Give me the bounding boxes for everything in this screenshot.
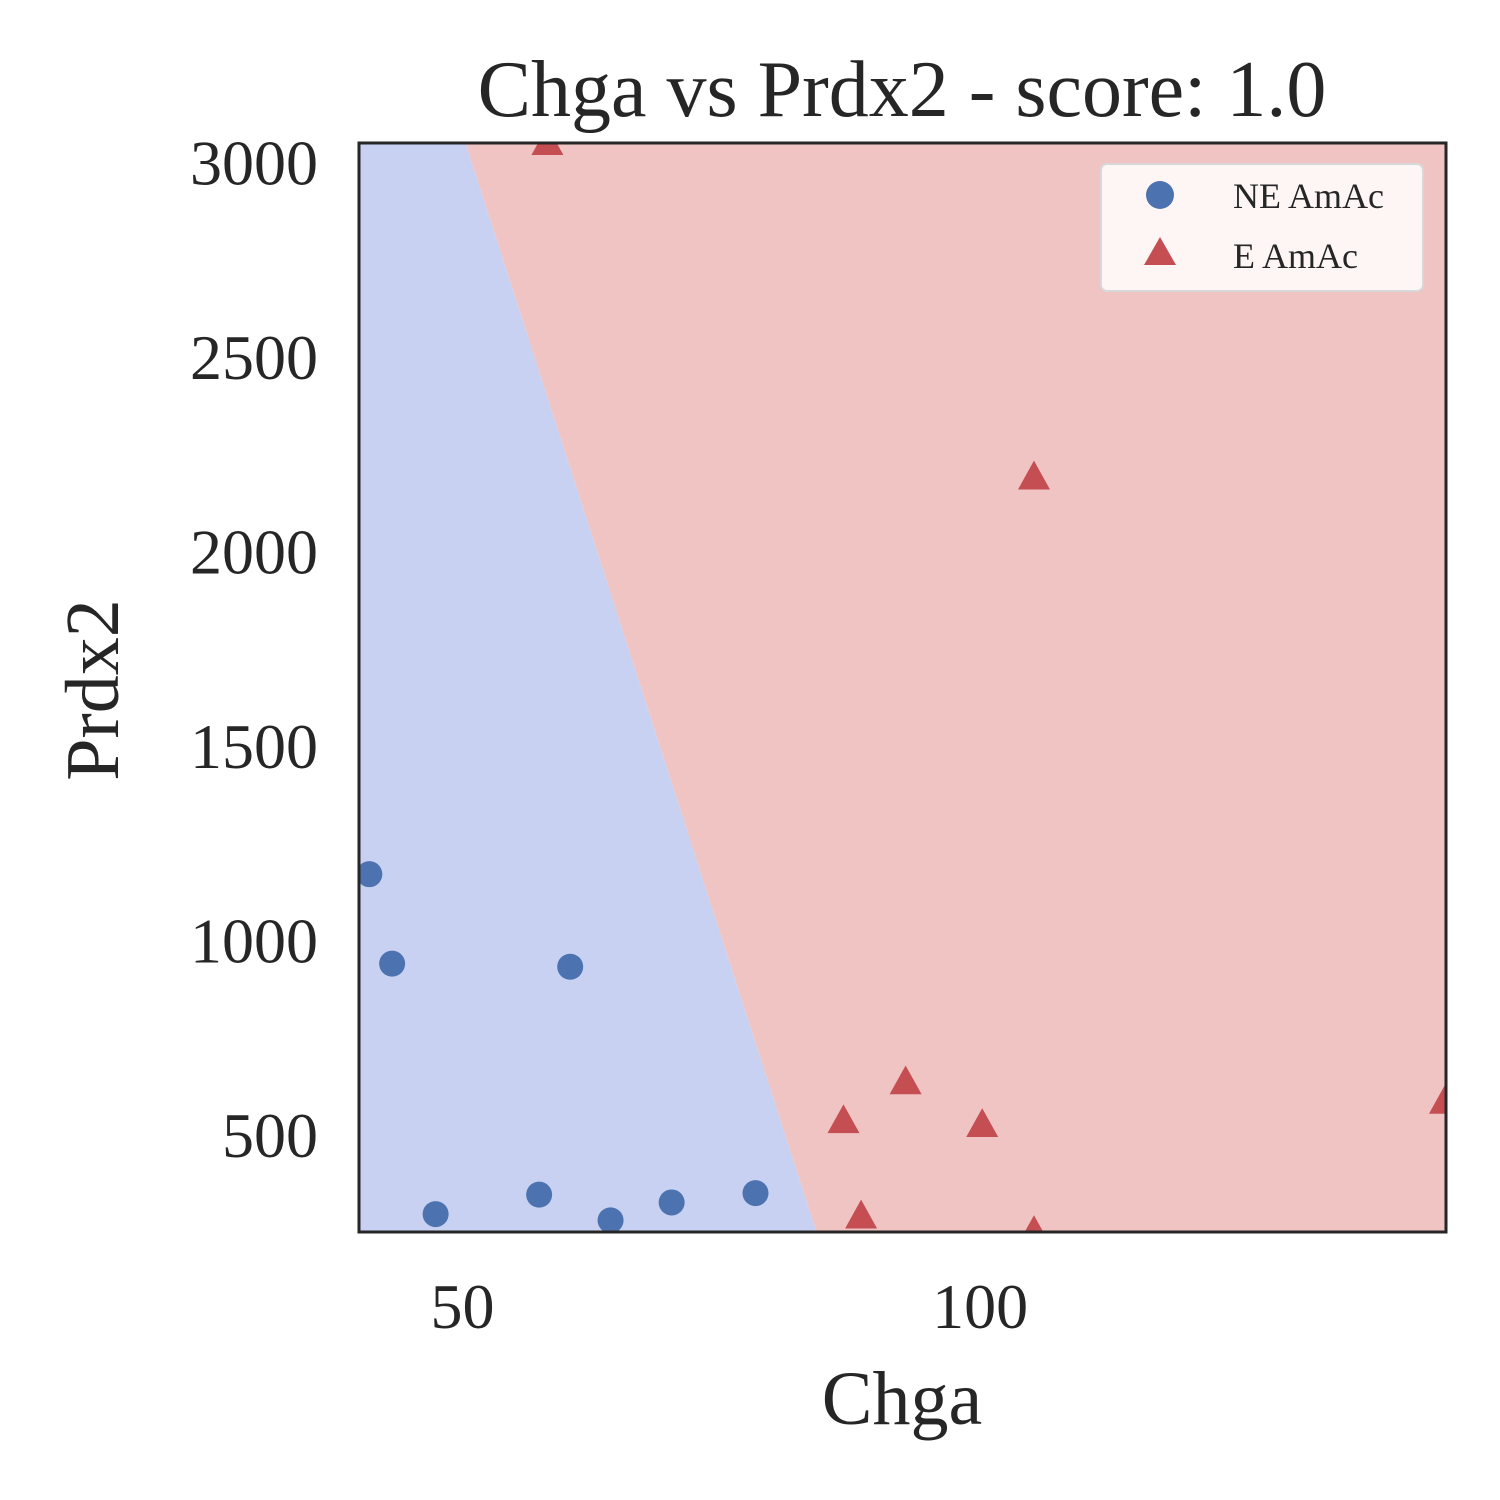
legend-ne-amac-marker bbox=[1146, 181, 1174, 209]
e-amac-point-4 bbox=[889, 1065, 922, 1095]
plot-frame bbox=[357, 141, 1448, 1234]
y-axis-label: Prdx2 bbox=[51, 599, 135, 781]
legend-e-amac-label: E AmAc bbox=[1233, 236, 1358, 276]
ne-amac-point-8 bbox=[742, 1180, 769, 1207]
legend-e-amac-marker bbox=[1144, 237, 1176, 265]
ne-amac-point-3 bbox=[422, 1201, 449, 1228]
y-tick-label: 3000 bbox=[190, 127, 318, 198]
legend-ne-amac-label: NE AmAc bbox=[1233, 176, 1384, 216]
region-e-amac bbox=[465, 143, 1446, 1232]
e-amac-point-7 bbox=[1024, 1215, 1044, 1232]
ne-amac-point-5 bbox=[557, 953, 584, 980]
y-tick-label: 2000 bbox=[190, 516, 318, 587]
y-tick-label: 1500 bbox=[190, 711, 318, 782]
ne-amac-point-4 bbox=[526, 1181, 553, 1208]
ne-amac-point-1 bbox=[359, 861, 383, 888]
legend: NE AmAc E AmAc bbox=[1100, 163, 1424, 292]
e-amac-point-5 bbox=[966, 1108, 999, 1138]
plot-area bbox=[359, 143, 1446, 1232]
ne-amac-point-2 bbox=[379, 950, 406, 977]
x-axis-label: Chga bbox=[822, 1357, 982, 1441]
chart-title: Chga vs Prdx2 - score: 1.0 bbox=[478, 46, 1327, 134]
ne-amac-point-6 bbox=[597, 1207, 624, 1232]
e-amac-point-2 bbox=[827, 1104, 860, 1134]
y-tick-labels: 500 1000 1500 2000 2500 3000 bbox=[190, 127, 318, 1170]
data-markers bbox=[359, 143, 1446, 1232]
ne-amac-point-7 bbox=[658, 1189, 685, 1216]
e-amac-point-8 bbox=[1428, 1084, 1446, 1114]
y-tick-label: 500 bbox=[222, 1100, 318, 1171]
e-amac-point-6 bbox=[1017, 460, 1050, 490]
x-tick-label: 50 bbox=[431, 1271, 495, 1342]
x-tick-label: 100 bbox=[932, 1271, 1028, 1342]
e-amac-point-1 bbox=[531, 143, 564, 155]
region-ne-amac bbox=[359, 143, 817, 1232]
e-amac-point-3 bbox=[845, 1199, 878, 1229]
legend-box bbox=[1100, 163, 1424, 292]
y-tick-label: 1000 bbox=[190, 905, 318, 976]
y-tick-label: 2500 bbox=[190, 322, 318, 393]
x-tick-labels: 50 100 bbox=[431, 1271, 1029, 1342]
